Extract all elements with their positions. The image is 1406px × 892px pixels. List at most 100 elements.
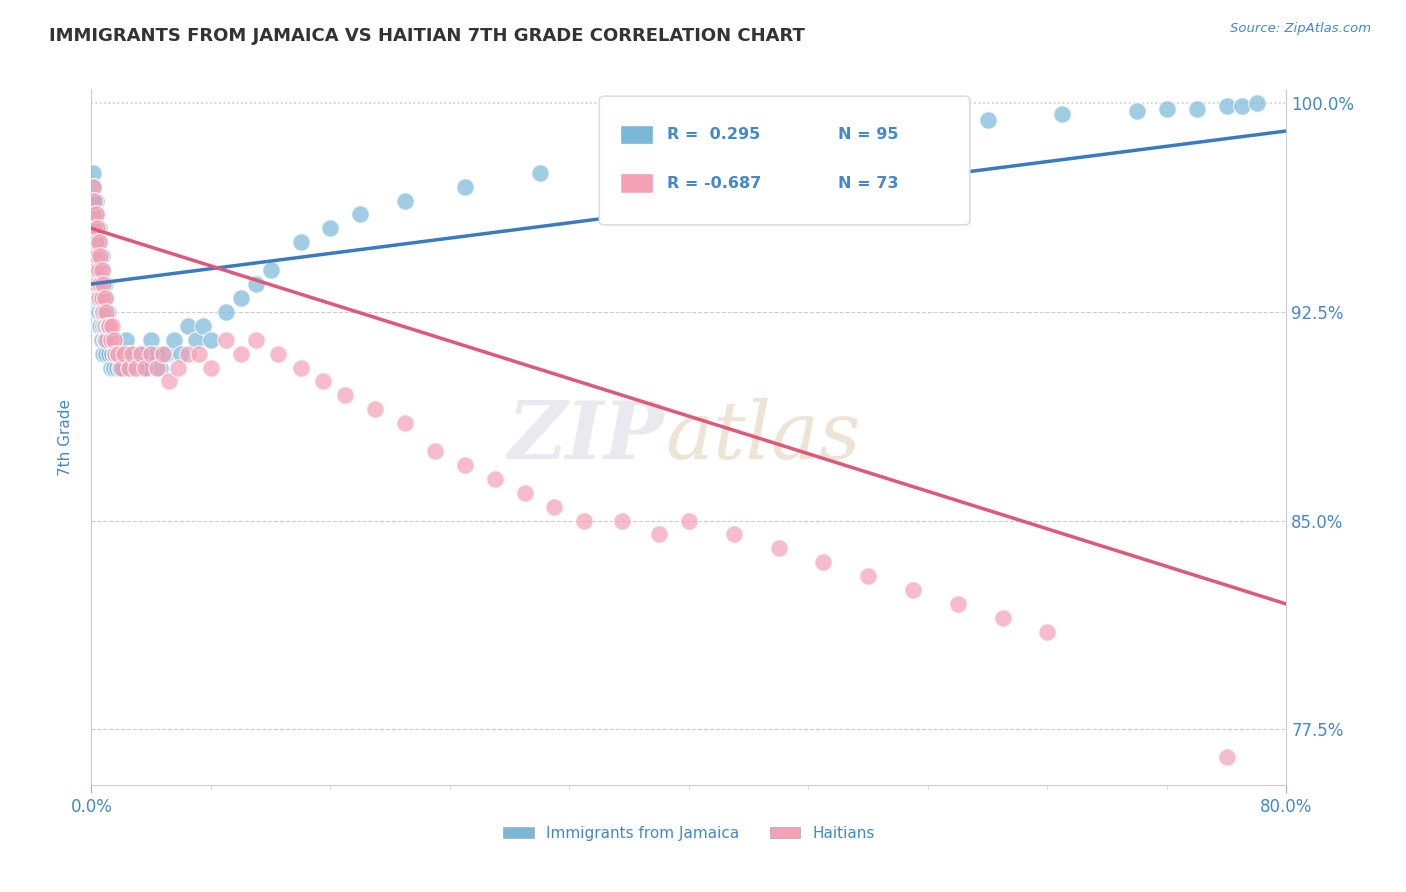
Point — [93, 277, 115, 291]
Point — [134, 346, 156, 360]
Point — [125, 360, 148, 375]
Point — [86, 263, 108, 277]
Point — [103, 333, 125, 347]
Point — [648, 527, 671, 541]
Point — [84, 207, 107, 221]
Point — [86, 249, 108, 263]
Point — [82, 194, 104, 208]
Point — [394, 194, 416, 208]
Point — [349, 207, 371, 221]
Point — [96, 346, 118, 360]
Point — [94, 333, 117, 347]
Text: Source: ZipAtlas.com: Source: ZipAtlas.com — [1230, 22, 1371, 36]
Point — [827, 124, 849, 138]
Point — [104, 346, 127, 360]
Point — [1216, 750, 1239, 764]
Point — [98, 318, 121, 333]
Point — [93, 263, 115, 277]
Point — [394, 416, 416, 430]
Point — [97, 305, 120, 319]
Point — [82, 179, 104, 194]
Point — [87, 235, 110, 250]
Point — [89, 235, 111, 250]
Point — [89, 277, 111, 291]
Point — [83, 179, 105, 194]
Point — [129, 346, 152, 360]
Point — [134, 360, 156, 375]
Point — [111, 360, 134, 375]
Point — [114, 333, 136, 347]
Text: N = 73: N = 73 — [838, 176, 898, 191]
Point — [312, 375, 335, 389]
Point — [188, 346, 211, 360]
Point — [215, 305, 238, 319]
Point — [454, 458, 477, 472]
Point — [84, 221, 107, 235]
Point — [107, 346, 129, 360]
Point — [90, 305, 112, 319]
Point — [110, 346, 132, 360]
Point — [121, 346, 143, 360]
Point — [103, 360, 125, 375]
Point — [96, 333, 118, 347]
Point — [90, 291, 112, 305]
Point — [319, 221, 342, 235]
Point — [98, 346, 121, 360]
Point — [1052, 107, 1074, 121]
Point — [87, 291, 110, 305]
Point — [118, 346, 141, 360]
Point — [858, 569, 880, 583]
Point — [162, 333, 184, 347]
Point — [364, 402, 387, 417]
Point — [89, 318, 111, 333]
Point — [146, 360, 169, 375]
Point — [94, 318, 117, 333]
Point — [152, 346, 174, 360]
Point — [946, 597, 969, 611]
Point — [901, 119, 924, 133]
Point — [94, 291, 117, 305]
Text: R =  0.295: R = 0.295 — [668, 127, 761, 142]
Point — [104, 346, 127, 360]
FancyBboxPatch shape — [599, 96, 970, 225]
Text: atlas: atlas — [665, 399, 860, 475]
Point — [89, 263, 111, 277]
Point — [901, 583, 924, 598]
Point — [136, 360, 159, 375]
Point — [112, 346, 135, 360]
Point — [90, 263, 112, 277]
Point — [110, 360, 132, 375]
Point — [170, 346, 193, 360]
Point — [105, 360, 128, 375]
Point — [267, 346, 290, 360]
Point — [1230, 99, 1253, 113]
Point — [100, 333, 122, 347]
Point — [100, 360, 122, 375]
Point — [991, 611, 1014, 625]
Point — [107, 346, 129, 360]
Point — [290, 235, 312, 250]
Point — [1126, 104, 1149, 119]
Point — [112, 346, 135, 360]
Point — [678, 514, 700, 528]
Point — [229, 346, 252, 360]
Point — [118, 360, 141, 375]
Point — [82, 221, 104, 235]
Point — [93, 346, 115, 360]
Point — [82, 207, 104, 221]
Point — [84, 249, 107, 263]
Text: R = -0.687: R = -0.687 — [668, 176, 762, 191]
Point — [678, 137, 700, 152]
Point — [82, 166, 104, 180]
Point — [1185, 102, 1208, 116]
Point — [83, 249, 105, 263]
Point — [177, 346, 200, 360]
Point — [86, 277, 108, 291]
Point — [94, 305, 117, 319]
Text: IMMIGRANTS FROM JAMAICA VS HAITIAN 7TH GRADE CORRELATION CHART: IMMIGRANTS FROM JAMAICA VS HAITIAN 7TH G… — [49, 27, 806, 45]
Point — [83, 263, 105, 277]
Point — [125, 360, 148, 375]
Point — [131, 360, 153, 375]
Point — [177, 318, 200, 333]
Point — [86, 235, 108, 250]
